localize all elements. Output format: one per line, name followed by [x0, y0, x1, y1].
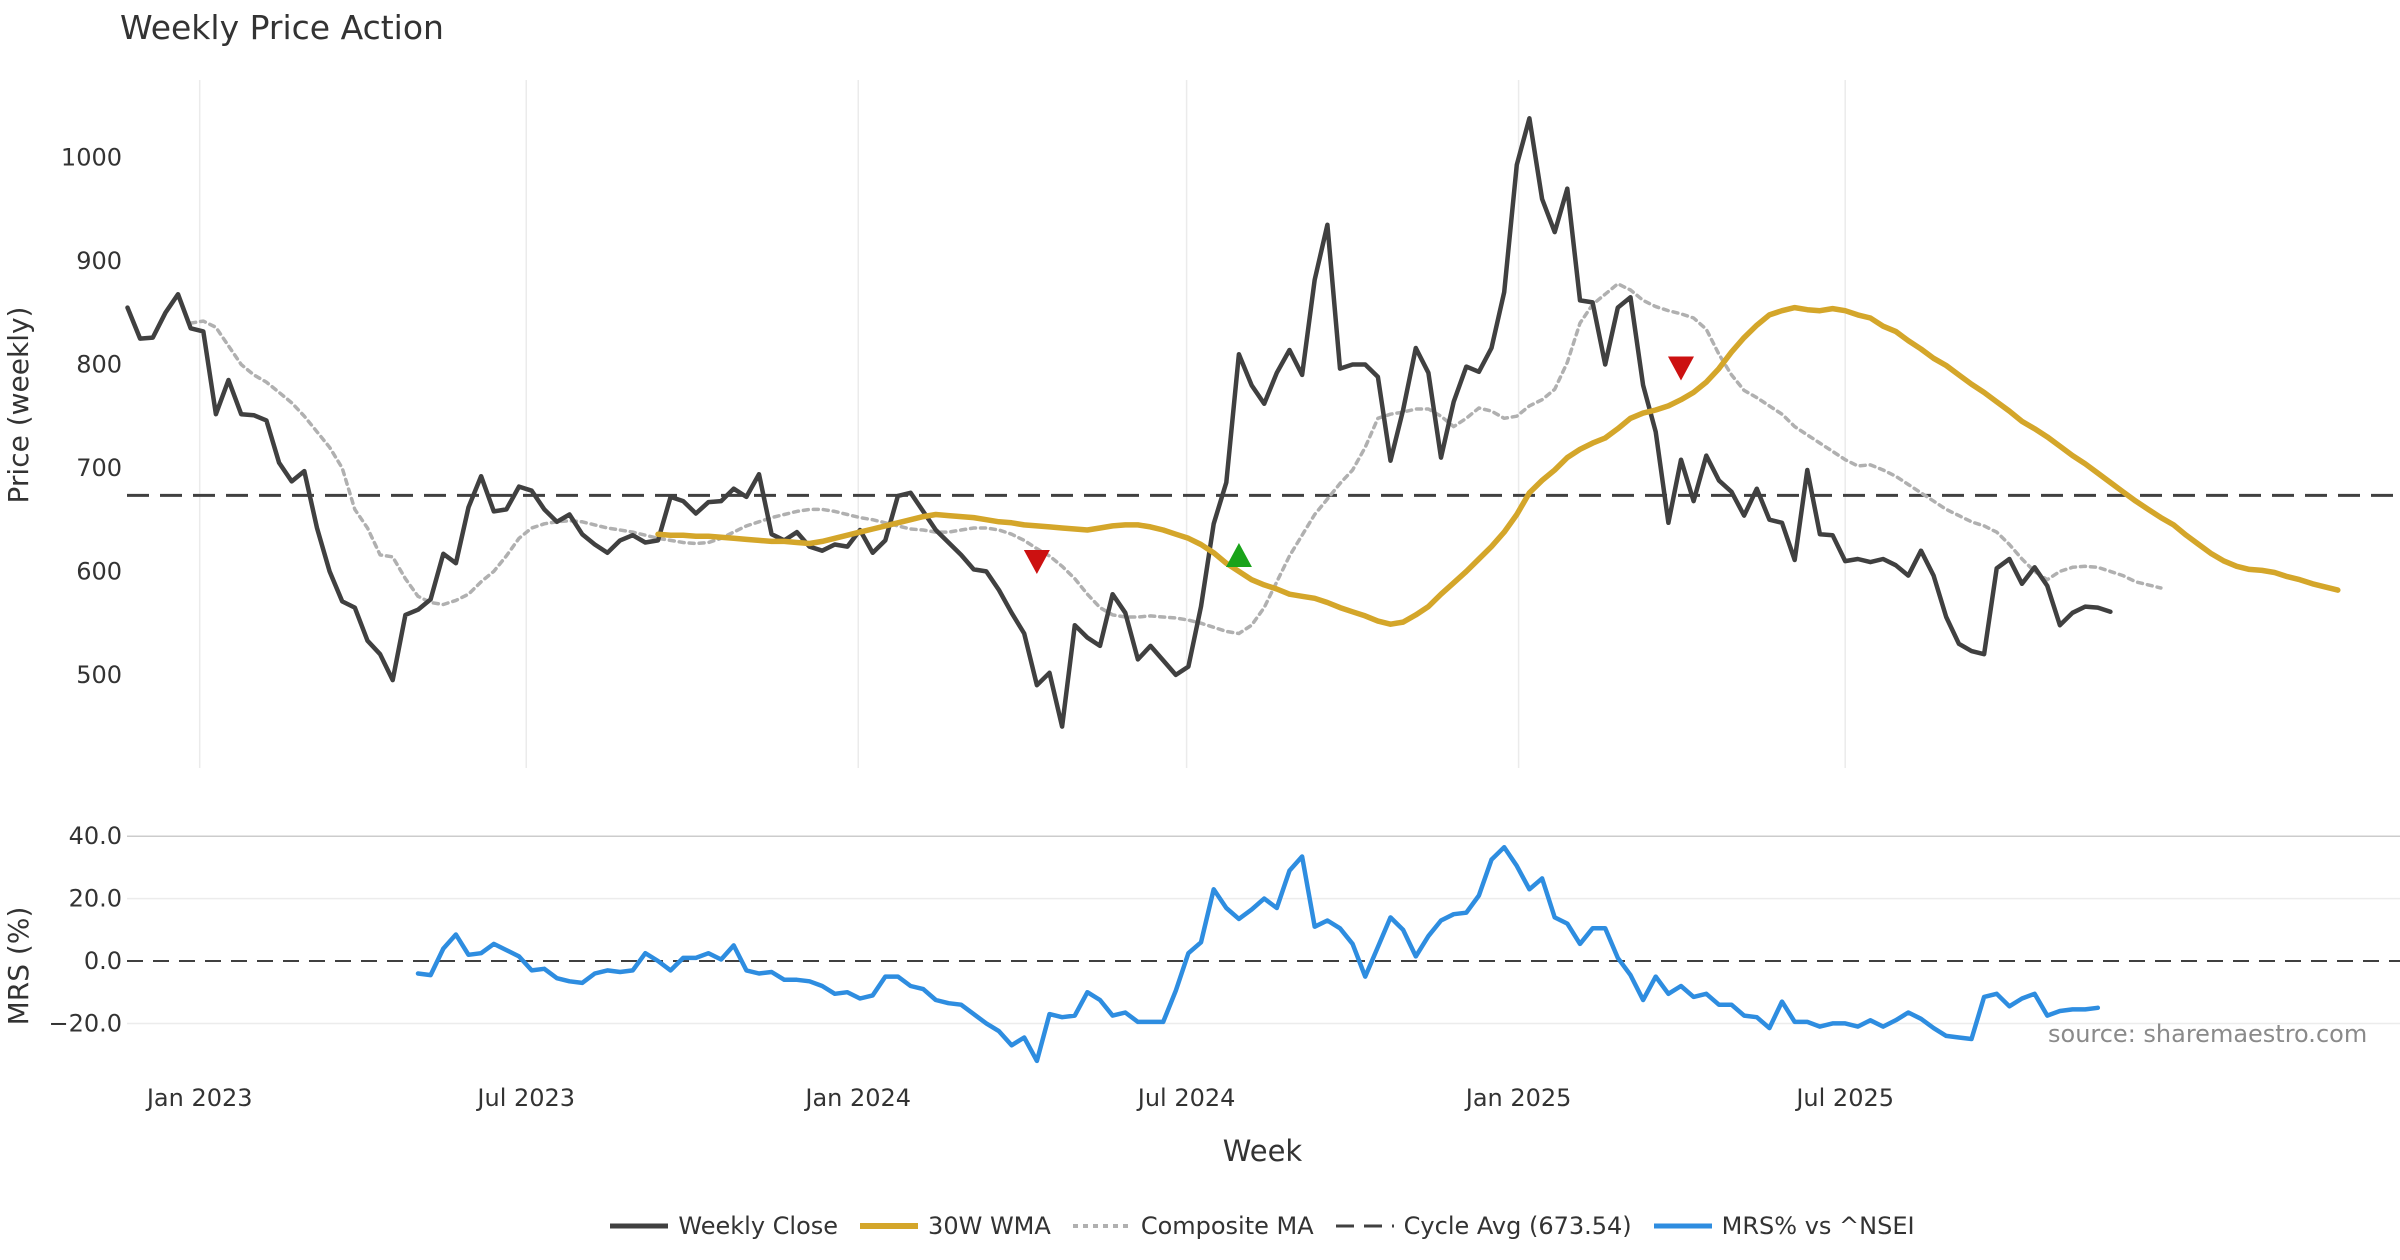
- legend-swatch-30w-wma: [860, 1223, 919, 1229]
- legend-label-mrs: MRS% vs ^NSEI: [1721, 1212, 1915, 1240]
- legend-label-weekly-close: Weekly Close: [678, 1212, 839, 1240]
- series-wma-line: [655, 304, 2341, 627]
- x-tick-label: Jul 2024: [1136, 1084, 1236, 1112]
- mrs-tick-label: 20.0: [69, 885, 122, 913]
- price-tick-label: 700: [76, 454, 122, 482]
- legend-item-mrs: MRS% vs ^NSEI: [1653, 1212, 1915, 1240]
- x-axis-label: Week: [1222, 1134, 1303, 1168]
- price-tick-label: 500: [76, 661, 122, 689]
- legend-swatch-composite-ma: [1072, 1224, 1131, 1228]
- series-close-line: [125, 116, 2113, 729]
- price-axis-label: Price (weekly): [2, 307, 35, 504]
- price-tick-label: 900: [76, 247, 122, 275]
- legend-label-cycle-avg: Cycle Avg (673.54): [1403, 1212, 1632, 1240]
- legend-label-composite-ma: Composite MA: [1140, 1212, 1314, 1240]
- legend-label-30w-wma: 30W WMA: [928, 1212, 1051, 1240]
- grid: [127, 80, 2400, 1025]
- legend-item-weekly-close: Weekly Close: [610, 1212, 838, 1240]
- legend-swatch-cycle-avg: [1335, 1224, 1394, 1228]
- x-tick-label: Jan 2023: [145, 1084, 253, 1112]
- source-watermark: source: sharemaestro.com: [2048, 1020, 2368, 1048]
- price-tick-label: 600: [76, 557, 122, 585]
- series-mrs-line: [415, 844, 2101, 1064]
- legend-item-cycle-avg: Cycle Avg (673.54): [1335, 1212, 1632, 1240]
- series-composite-line: [188, 282, 2163, 636]
- sell-signal-marker: [1023, 549, 1050, 574]
- x-tick-label: Jan 2024: [803, 1084, 911, 1112]
- price-tick-label: 1000: [61, 144, 122, 172]
- series-layer: [125, 116, 2400, 1064]
- x-tick-label: Jul 2023: [475, 1084, 575, 1112]
- x-tick-label: Jan 2025: [1464, 1084, 1572, 1112]
- legend: Weekly Close 30W WMA Composite MA Cycle …: [0, 1212, 2400, 1240]
- legend-item-30w-wma: 30W WMA: [860, 1212, 1051, 1240]
- x-tick-label: Jul 2025: [1794, 1084, 1894, 1112]
- price-tick-label: 800: [76, 351, 122, 379]
- legend-swatch-mrs: [1653, 1223, 1712, 1229]
- sell-signal-marker: [1667, 356, 1694, 381]
- legend-swatch-weekly-close: [610, 1223, 669, 1229]
- mrs-axis-label: MRS (%): [2, 907, 35, 1026]
- mrs-tick-label: −20.0: [48, 1009, 122, 1037]
- x-axis: Jan 2023 Jul 2023 Jan 2024 Jul 2024 Jan 2025…: [145, 1084, 1894, 1112]
- signals-layer: [1023, 356, 1694, 574]
- mrs-tick-label: 40.0: [69, 822, 122, 850]
- mrs-tick-label: 0.0: [84, 947, 122, 975]
- legend-item-composite-ma: Composite MA: [1072, 1212, 1314, 1240]
- price-y-axis: 500 600 700 800 900 1000: [61, 144, 122, 689]
- mrs-y-axis: −20.0 0.0 20.0 40.0: [48, 822, 122, 1037]
- chart-title: Weekly Price Action: [120, 8, 444, 47]
- buy-signal-marker: [1225, 543, 1252, 568]
